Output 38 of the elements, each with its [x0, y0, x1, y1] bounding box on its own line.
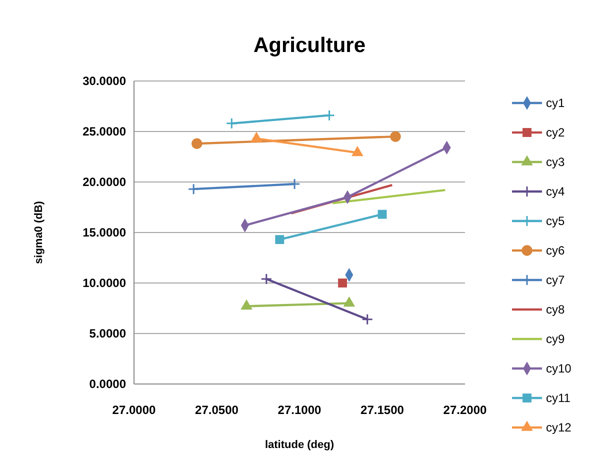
point: [192, 138, 202, 149]
chart-title: Agriculture: [253, 34, 366, 57]
point: [378, 210, 387, 219]
point: [324, 110, 336, 122]
y-tick-label: 10.0000: [82, 276, 126, 290]
legend-label: cy2: [546, 126, 565, 140]
point: [288, 178, 300, 190]
y-tick-label: 5.0000: [89, 326, 126, 340]
legend-label: cy11: [546, 391, 571, 405]
point: [260, 273, 272, 285]
x-tick-label: 27.2000: [443, 403, 488, 417]
x-axis-title: latitude (deg): [264, 439, 334, 451]
y-tick-label: 25.0000: [82, 124, 126, 138]
y-axis-title: sigma0 (dB): [33, 200, 45, 264]
y-tick-label: 20.0000: [82, 175, 126, 189]
legend-label: cy10: [546, 362, 572, 376]
legend-label: cy8: [546, 302, 565, 316]
x-tick-label: 27.0000: [112, 403, 156, 417]
y-tick-label: 30.0000: [82, 74, 126, 88]
x-tick-label: 27.1000: [278, 403, 322, 417]
legend-label: cy6: [546, 244, 565, 258]
point: [362, 314, 374, 326]
legend-label: cy4: [546, 184, 565, 198]
legend-label: cy3: [546, 155, 565, 169]
legend-label: cy9: [546, 332, 565, 346]
legend-label: cy1: [546, 96, 565, 110]
legend-label: cy7: [546, 273, 565, 287]
x-tick-label: 27.0500: [195, 403, 239, 417]
legend-label: cy12: [546, 420, 572, 434]
point: [390, 131, 401, 142]
point: [275, 235, 284, 244]
point: [338, 278, 347, 288]
legend-label: cy5: [546, 214, 565, 228]
point: [188, 183, 200, 195]
y-tick-label: 0.0000: [89, 377, 126, 391]
x-tick-label: 27.1500: [360, 403, 404, 417]
y-tick-label: 15.0000: [82, 226, 126, 240]
point: [226, 118, 238, 130]
